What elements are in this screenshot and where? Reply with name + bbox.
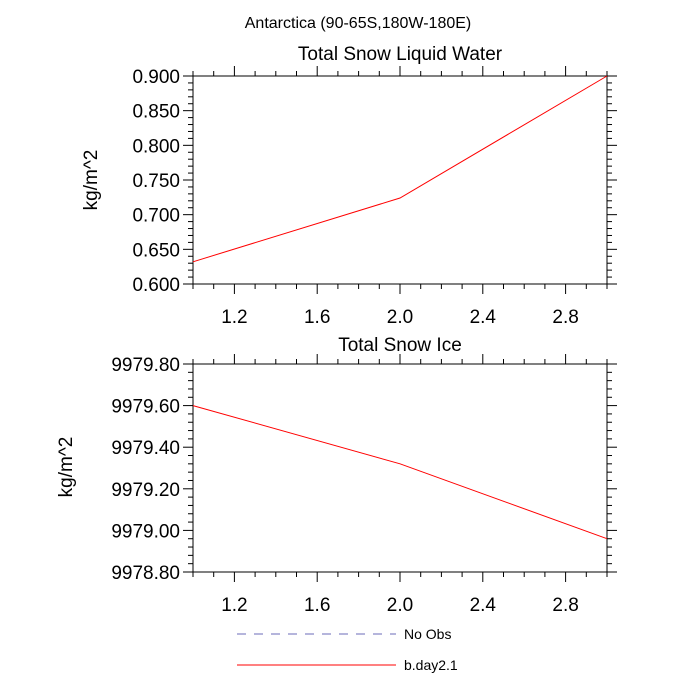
y-tick-label-snow-ice: 9979.20 <box>111 480 180 501</box>
y-tick-label-snow-ice: 9978.80 <box>111 563 180 584</box>
legend-label-no-obs: No Obs <box>404 626 451 642</box>
y-ticks-snow-liquid-water: 0.600 0.650 0.700 0.750 0.800 0.850 0.900 <box>132 67 617 296</box>
panel-snow-ice: Total Snow Ice kg/m^2 9978.80 9979.00 9979… <box>56 335 617 616</box>
legend: No Obs b.day2.1 <box>237 626 458 673</box>
series-line-snow-liquid-water <box>192 75 608 263</box>
plot-frame-snow-liquid-water <box>192 75 608 285</box>
panel-title-snow-liquid-water: Total Snow Liquid Water <box>298 44 503 65</box>
figure-title: Antarctica (90-65S,180W-180E) <box>245 15 471 32</box>
x-tick-label-snow-liquid-water: 1.2 <box>221 307 247 328</box>
panel-snow-liquid-water: Total Snow Liquid Water kg/m^2 0.600 0.65… <box>81 44 617 328</box>
y-tick-label-snow-ice: 9979.80 <box>111 355 180 376</box>
y-ticks-snow-ice: 9978.80 9979.00 9979.20 9979.40 9979.60 9979.… <box>111 355 617 584</box>
y-axis-label-snow-liquid-water: kg/m^2 <box>81 150 102 211</box>
y-tick-label-snow-ice: 9979.60 <box>111 397 180 418</box>
series-group-snow-liquid-water <box>192 75 608 263</box>
x-tick-label-snow-ice: 1.6 <box>304 595 330 616</box>
legend-label-b-day2-1: b.day2.1 <box>404 657 458 673</box>
x-tick-label-snow-liquid-water: 2.0 <box>387 307 413 328</box>
x-tick-label-snow-ice: 2.4 <box>470 595 497 616</box>
y-tick-label-snow-ice: 9979.00 <box>111 521 180 542</box>
series-group-snow-ice <box>192 405 608 540</box>
x-tick-label-snow-ice: 1.2 <box>221 595 247 616</box>
y-tick-label-snow-liquid-water: 0.850 <box>132 102 180 123</box>
x-tick-label-snow-liquid-water: 1.6 <box>304 307 330 328</box>
x-tick-label-snow-ice: 2.0 <box>387 595 413 616</box>
series-line-snow-ice <box>192 405 608 540</box>
y-tick-label-snow-liquid-water: 0.900 <box>132 67 180 88</box>
y-tick-label-snow-liquid-water: 0.700 <box>132 206 180 227</box>
x-ticks-snow-liquid-water: 1.2 1.6 2.0 2.4 2.8 <box>192 66 608 328</box>
y-axis-label-snow-ice: kg/m^2 <box>56 437 77 498</box>
x-tick-label-snow-liquid-water: 2.4 <box>470 307 497 328</box>
plot-frame-snow-ice <box>192 363 608 573</box>
x-ticks-snow-ice: 1.2 1.6 2.0 2.4 2.8 <box>192 354 608 616</box>
y-tick-label-snow-liquid-water: 0.650 <box>132 240 180 261</box>
x-tick-label-snow-liquid-water: 2.8 <box>552 307 578 328</box>
y-tick-label-snow-liquid-water: 0.600 <box>132 275 180 296</box>
y-tick-label-snow-liquid-water: 0.800 <box>132 136 180 157</box>
x-tick-label-snow-ice: 2.8 <box>552 595 578 616</box>
y-tick-label-snow-ice: 9979.40 <box>111 438 180 459</box>
y-tick-label-snow-liquid-water: 0.750 <box>132 171 180 192</box>
panel-title-snow-ice: Total Snow Ice <box>338 335 462 356</box>
